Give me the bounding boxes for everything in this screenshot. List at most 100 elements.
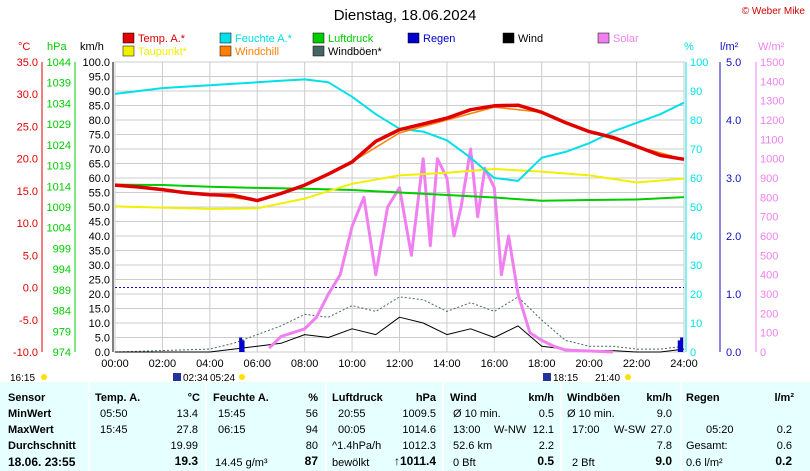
press-tick-label: 994: [53, 264, 71, 276]
stats-panel: Sensor MinWert MaxWert Durchschnitt 18.0…: [0, 382, 810, 471]
solar-tick-label: 1100: [760, 134, 784, 146]
press-unit-label: hPa: [47, 41, 67, 53]
axes: 35.0 30.0 25.0 20.0 15.0 10.0 5.0 0.0 -5.0 -10.0 1…: [13, 57, 785, 370]
hum-tick-label: 100: [690, 57, 708, 69]
sunrise-time-a: 02:34: [183, 373, 208, 382]
x-tick-label: 22:00: [623, 358, 651, 370]
hum-unit: %: [308, 392, 318, 404]
temp-tick-label: -10.0: [13, 347, 38, 359]
temp-unit-label: °C: [18, 41, 30, 53]
legend-swatch: [122, 45, 135, 57]
legend-swatch: [597, 32, 610, 44]
hum-min: 56: [305, 408, 318, 420]
hum-tick-label: 10: [690, 318, 702, 330]
solar-tick-label: 100: [760, 328, 778, 340]
sunset-time-a: 18:15: [553, 373, 578, 382]
press-max-time: 00:05: [338, 424, 366, 436]
gust-avg: 7.8: [656, 440, 672, 452]
press-min-time: 20:55: [338, 408, 366, 420]
solar-tick-label: 300: [760, 289, 778, 301]
temp-tick-label: 35.0: [17, 57, 38, 69]
rain-tick-label: 3.0: [726, 173, 741, 185]
press-tick-label: 984: [53, 306, 71, 318]
rain-bar: [241, 340, 245, 352]
x-tick-label: 16:00: [481, 358, 509, 370]
press-max: 1014.6: [402, 424, 436, 436]
rain-tick-label: 2.0: [726, 231, 741, 243]
hum-current: 87: [304, 454, 318, 468]
wind-tick-label: 50.0: [89, 202, 110, 214]
wind-avg: 2.2: [538, 440, 554, 452]
wind-tick-label: 80.0: [89, 115, 110, 127]
wind-tick-label: 25.0: [89, 275, 110, 287]
press-min: 1009.5: [402, 408, 436, 420]
x-tick-label: 12:00: [386, 358, 414, 370]
wind-tick-label: 10.0: [89, 318, 110, 330]
x-tick-label: 08:00: [291, 358, 319, 370]
press-current: ↑1011.4: [393, 454, 436, 468]
temp-max-time: 15:45: [100, 424, 128, 436]
rain-max-time: 05:20: [706, 424, 734, 436]
gust-current: 9.0: [655, 454, 672, 468]
hum-tick-label: 40: [690, 231, 702, 243]
hum-max-time: 06:15: [218, 424, 246, 436]
temp-max: 27.8: [176, 424, 198, 436]
wind-tick-label: 100.0: [82, 57, 110, 69]
rain-current: 0.2: [775, 454, 792, 468]
gust-max: 27.0: [650, 424, 672, 436]
wind-tick-label: 70.0: [89, 144, 110, 156]
hum-header: Feuchte A.: [213, 392, 269, 404]
legend-label: Regen: [423, 33, 455, 45]
wind-min-label: Ø 10 min.: [453, 408, 501, 420]
legend-swatch: [312, 45, 325, 57]
solar-tick-label: 1200: [760, 115, 784, 127]
solar-tick-label: 200: [760, 308, 778, 320]
series-taupunkt: [114, 168, 685, 210]
row-max-label: MaxWert: [8, 424, 54, 436]
press-tick-label: 1034: [47, 98, 71, 110]
rain-tick-label: 5.0: [726, 57, 741, 69]
gust-min-label: Ø 10 min.: [567, 408, 615, 420]
temp-tick-label: -5.0: [19, 315, 38, 327]
temp-avg: 19.99: [170, 440, 198, 452]
solar-tick-label: 700: [760, 212, 778, 224]
sunset-time-b: 21:40: [595, 373, 620, 382]
sun-icon: [41, 374, 47, 380]
x-tick-label: 24:00: [670, 358, 698, 370]
legend-swatch: [122, 32, 135, 44]
row-avg-label: Durchschnitt: [8, 440, 76, 452]
legend-label: Taupunkt*: [138, 46, 188, 58]
hum-tick-label: 50: [690, 202, 702, 214]
rain-unit-label: l/m²: [720, 41, 739, 53]
solar-tick-label: 1300: [760, 96, 784, 108]
gust-min: 9.0: [656, 408, 672, 420]
wind-tick-label: 60.0: [89, 173, 110, 185]
legend: Temp. A.* Feuchte A.* Luftdruck Regen Wind So…: [122, 32, 639, 58]
x-tick-label: 20:00: [575, 358, 603, 370]
wind-tick-label: 0.0: [95, 347, 110, 359]
temp-header: Temp. A.: [95, 392, 141, 404]
hum-tick-label: 20: [690, 289, 702, 301]
rain-tick-label: 1.0: [726, 289, 741, 301]
wind-tick-label: 15.0: [89, 304, 110, 316]
temp-min-time: 05:50: [100, 408, 128, 420]
press-avg: 1012.3: [402, 440, 436, 452]
press-tick-label: 1029: [47, 119, 71, 131]
axis-units: °C hPa km/h% l/m² W/m²: [18, 41, 785, 53]
hum-avg: 80: [305, 440, 318, 452]
legend-label: Wind: [518, 33, 543, 45]
legend-label: Solar: [613, 33, 639, 45]
temp-min: 13.4: [176, 408, 198, 420]
gust-max-dir: W-SW: [614, 424, 646, 436]
rain-total-label: Gesamt:: [686, 440, 728, 452]
x-tick-label: 00:00: [101, 358, 129, 370]
legend-swatch: [407, 32, 420, 44]
sun-events: 16:15 02:34 05:24 18:15 21:40: [10, 373, 631, 382]
plot-area: [114, 61, 685, 354]
rain-unit: l/m²: [774, 392, 794, 404]
sunrise-icon: [173, 373, 181, 381]
dawn-time: 16:15: [10, 373, 35, 382]
wind-tick-label: 5.0: [95, 333, 110, 345]
solar-unit-label: W/m²: [758, 41, 785, 53]
press-tick-label: 979: [53, 326, 71, 338]
